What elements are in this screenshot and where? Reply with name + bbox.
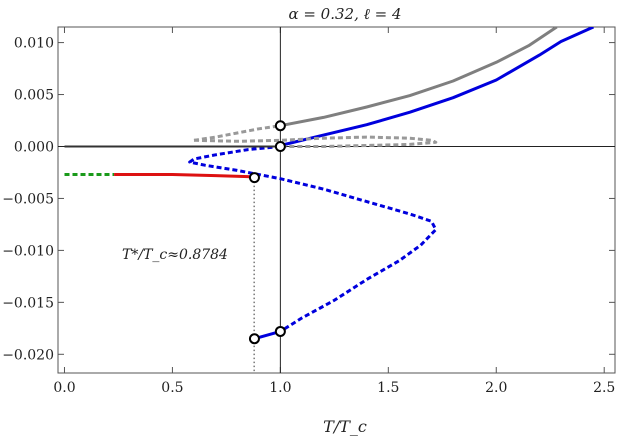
x-tick-label: 0.0 [53,380,75,396]
series-line-8 [114,173,255,180]
data-marker [274,120,286,132]
y-tick-label: 0.010 [14,36,54,52]
y-tick-label: −0.015 [2,295,54,311]
y-tick-label: −0.020 [2,347,54,363]
y-tick-label: 0.005 [14,88,54,104]
x-tick-label: 2.5 [593,380,615,396]
chart-title: α = 0.32, ℓ = 4 [288,5,401,23]
y-tick-label: −0.010 [2,243,54,259]
x-tick-label: 1.0 [269,380,291,396]
series-line-2 [280,27,595,147]
annotation-label: T*/T_c≈0.8784 [122,247,228,263]
series-layer [64,27,595,341]
plot-frame [57,26,616,374]
data-marker [248,172,260,184]
series-line-1 [280,27,558,128]
data-marker [274,325,286,337]
series-line-3 [193,124,281,142]
series-line-4 [193,135,438,148]
marker-layer [248,120,286,345]
x-tick-label: 2.0 [485,380,507,396]
series-line-5 [188,145,438,333]
y-tick-label: −0.005 [2,191,54,207]
data-marker [274,140,286,152]
data-marker [248,333,260,345]
y-tick-label: 0.000 [14,139,54,155]
x-axis-label: T/T_c [323,417,367,436]
axes: 0.0 0.5 1.0 1.5 2.0 2.5 0.010 0.005 0.000 −0.005 −… [2,26,616,396]
x-tick-label: 1.5 [377,380,399,396]
x-tick-label: 0.5 [161,380,183,396]
